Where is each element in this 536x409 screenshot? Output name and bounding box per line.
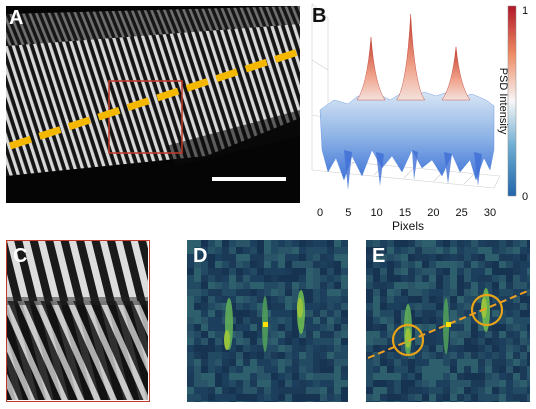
panel-label-a: A xyxy=(9,7,24,29)
power-spectrum-d xyxy=(187,240,348,402)
peak-circle-left xyxy=(391,323,425,357)
panel-a: A xyxy=(6,6,300,203)
fitted-orange-line xyxy=(367,289,530,359)
colorbar xyxy=(507,5,517,197)
colorbar-label: PSD Intensity xyxy=(497,68,509,135)
scale-bar xyxy=(212,177,286,181)
panel-label-d: D xyxy=(193,245,208,267)
x-tick-label: 20 xyxy=(427,207,439,219)
peaks-group xyxy=(356,13,471,101)
x-tick-label: 5 xyxy=(345,207,351,219)
microscopy-image-a xyxy=(6,6,300,203)
x-axis-label: Pixels xyxy=(392,219,424,233)
peak-circle-right xyxy=(470,293,504,327)
x-tick-label: 10 xyxy=(371,207,383,219)
colorbar-tick-bottom: 0 xyxy=(522,191,528,203)
panel-d: D xyxy=(187,240,348,402)
psd-peak xyxy=(441,46,471,101)
spectrum-bands xyxy=(224,290,305,352)
dashed-profile-line xyxy=(8,48,300,150)
x-tick-label: 25 xyxy=(456,207,468,219)
colorbar-tick-top: 1 xyxy=(522,5,528,17)
surface-spikes xyxy=(344,150,482,190)
psd-peak xyxy=(356,36,386,101)
panel-e: E xyxy=(366,240,530,402)
center-peak-marker xyxy=(446,322,451,327)
power-spectrum-e xyxy=(366,240,530,402)
psd-surface-plot: 0 5 10 15 20 25 30 Pixels 1 0 PSD Intensity xyxy=(311,3,528,233)
x-tick-label: 0 xyxy=(317,207,323,219)
x-tick-label: 15 xyxy=(399,207,411,219)
x-tick-label: 30 xyxy=(484,207,496,219)
panel-c: C xyxy=(6,240,150,402)
psd-peak xyxy=(396,13,426,101)
zoomed-roi-image xyxy=(7,241,148,400)
panel-label-c: C xyxy=(13,245,28,267)
panel-label-e: E xyxy=(372,245,386,267)
panel-label-b: B xyxy=(312,5,327,27)
panel-b: 0 5 10 15 20 25 30 Pixels 1 0 PSD Intensity B xyxy=(304,0,536,236)
x-ticks: 0 5 10 15 20 25 30 xyxy=(317,207,496,219)
center-peak-marker xyxy=(263,322,268,327)
